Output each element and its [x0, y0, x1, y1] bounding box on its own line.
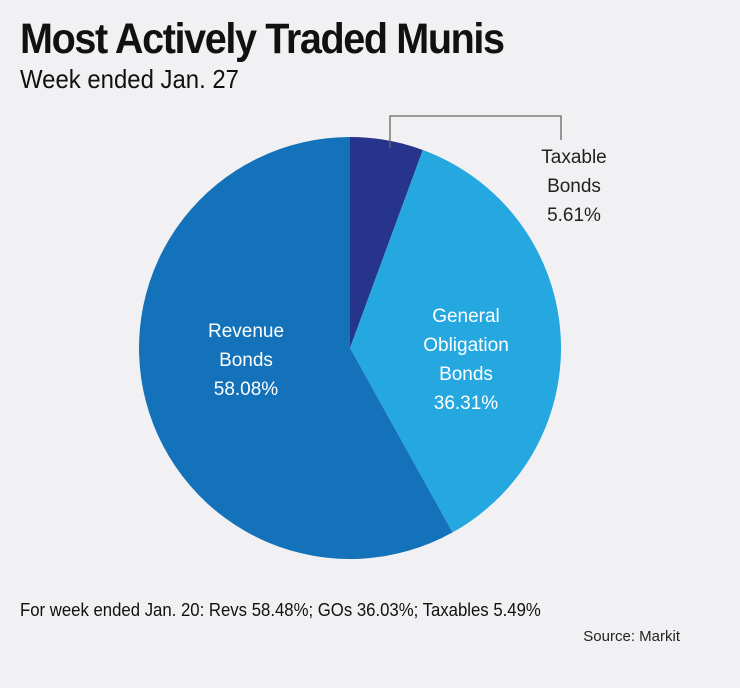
pie-slice-revenue-bonds	[139, 137, 453, 559]
pie-chart: Taxable Bonds 5.61% General Obligation Bonds 3…	[139, 115, 607, 559]
slice-label-general-obligation-bonds: General Obligation Bonds 36.31%	[423, 306, 509, 414]
chart-subtitle: Week ended Jan. 27	[20, 64, 239, 94]
footnote: For week ended Jan. 20: Revs 58.48%; GOs…	[20, 600, 541, 620]
slice-value-general-obligation-bonds: 36.31%	[434, 393, 499, 414]
pie-slice-taxable-bonds	[350, 137, 423, 348]
chart-title: Most Actively Traded Munis	[20, 15, 505, 63]
source-note: Source: Markit	[583, 628, 680, 645]
leader-line-taxable-bonds	[389, 115, 562, 148]
slice-label-revenue-bonds: Revenue Bonds 58.08%	[208, 321, 284, 400]
slice-value-revenue-bonds: 58.08%	[214, 379, 279, 400]
slice-label-taxable-bonds: Taxable Bonds 5.61%	[541, 147, 607, 226]
pie-slice-general-obligation-bonds	[350, 149, 562, 533]
slice-value-taxable-bonds: 5.61%	[547, 205, 601, 226]
